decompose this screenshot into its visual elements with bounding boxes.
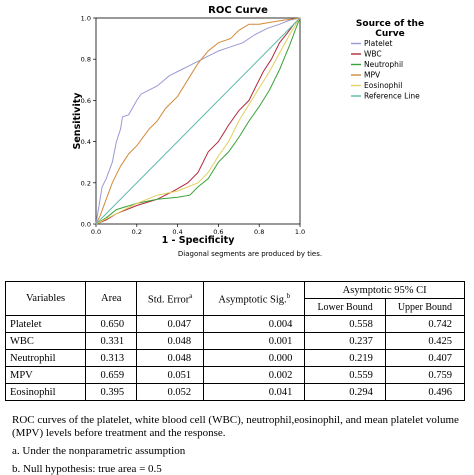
header-asym-sig: Asymptotic Sig.b — [203, 281, 306, 316]
header-variables: Variables — [4, 281, 87, 316]
table-row: Platelet 0.650 0.047 0.004 0.558 0.742 — [4, 315, 466, 333]
header-std-error-sup: a — [189, 291, 193, 300]
cell-std-error: 0.048 — [136, 349, 205, 367]
table-row: MPV 0.659 0.051 0.002 0.559 0.759 — [4, 366, 466, 384]
cell-sig: 0.041 — [203, 383, 306, 401]
roc-chart-svg: ROC Curve 0.0 0.2 0.4 0.6 0.8 1.0 0.0 0.2 0.4 0.6… — [72, 5, 424, 258]
cell-upper-bound: 0.496 — [384, 383, 466, 401]
x-tick-label: 0.0 — [91, 228, 101, 236]
series-line-wbc — [95, 17, 301, 225]
legend-label-mpv: MPV — [364, 71, 381, 80]
cell-lower-bound: 0.558 — [304, 315, 386, 333]
cell-area: 0.313 — [85, 349, 138, 367]
cell-area: 0.659 — [85, 366, 138, 384]
cell-std-error: 0.047 — [136, 315, 205, 333]
cell-lower-bound: 0.559 — [304, 366, 386, 384]
table-body: Platelet 0.650 0.047 0.004 0.558 0.742 WBC 0.33… — [4, 315, 466, 401]
caption-note-a: a. Under the nonparametric assumption — [12, 445, 186, 457]
legend-label-reference-line: Reference Line — [364, 92, 420, 101]
series-line-eosinophil — [95, 17, 301, 225]
cell-lower-bound: 0.219 — [304, 349, 386, 367]
cell-upper-bound: 0.425 — [384, 332, 466, 350]
ticks-layer: 0.0 0.2 0.4 0.6 0.8 1.0 0.0 0.2 0.4 0.6 0.8 1.0 — [81, 15, 306, 237]
cell-std-error: 0.051 — [136, 366, 205, 384]
chart-title: ROC Curve — [208, 5, 268, 16]
header-std-error-text: Std. Error — [147, 294, 190, 306]
cell-variable: WBC — [4, 332, 87, 350]
table-row: Eosinophil 0.395 0.052 0.041 0.294 0.496 — [4, 383, 466, 401]
y-tick-label: 1.0 — [81, 15, 91, 23]
cell-variable: Neutrophil — [4, 349, 87, 367]
cell-lower-bound: 0.237 — [304, 332, 386, 350]
figure-caption: ROC curves of the platelet, white blood … — [12, 414, 462, 475]
legend-label-eosinophil: Eosinophil — [364, 81, 402, 90]
cell-sig: 0.000 — [203, 349, 306, 367]
cell-upper-bound: 0.742 — [384, 315, 466, 333]
x-axis-label: 1 - Specificity — [162, 235, 236, 246]
legend-label-wbc: WBC — [364, 50, 382, 59]
header-lower-bound: Lower Bound — [304, 298, 386, 316]
header-area: Area — [85, 281, 138, 316]
legend-label-platelet: Platelet — [364, 39, 392, 48]
caption-note-b: b. Null hypothesis: true area = 0.5 — [12, 463, 162, 475]
header-std-error: Std. Errora — [136, 281, 205, 316]
y-tick-label: 0.6 — [81, 97, 91, 105]
x-tick-label: 1.0 — [295, 228, 305, 236]
legend: Source of the Curve Platelet WBCNeutrophi… — [351, 19, 424, 101]
header-asym-sig-text: Asymptotic Sig. — [218, 294, 287, 306]
y-tick-label: 0.4 — [81, 138, 91, 146]
table-header-row: Variables Area Std. Errora Asymptotic Si… — [4, 281, 465, 316]
series-line-mpv — [95, 17, 301, 225]
cell-variable: MPV — [4, 366, 87, 384]
series-line-reference-line — [95, 17, 301, 225]
chart-footnote: Diagonal segments are produced by ties. — [178, 250, 322, 258]
x-tick-label: 0.6 — [213, 228, 223, 236]
auc-table: Variables Area Std. Errora Asymptotic Si… — [4, 281, 466, 401]
legend-title-line2: Curve — [375, 29, 404, 39]
caption-text: ROC curves of the platelet, white blood … — [12, 414, 459, 439]
x-tick-label: 0.2 — [132, 228, 142, 236]
cell-area: 0.331 — [85, 332, 138, 350]
y-tick-label: 0.2 — [81, 179, 91, 187]
header-upper-bound: Upper Bound — [384, 298, 466, 316]
cell-sig: 0.002 — [203, 366, 306, 384]
cell-std-error: 0.048 — [136, 332, 205, 350]
series-line-platelet — [95, 17, 301, 225]
cell-variable: Platelet — [4, 315, 87, 333]
table-row: Neutrophil 0.313 0.048 0.000 0.219 0.407 — [4, 349, 466, 367]
y-axis-label: Sensitivity — [72, 92, 83, 150]
x-tick-label: 0.4 — [172, 228, 182, 236]
cell-variable: Eosinophil — [4, 383, 87, 401]
header-asym-sig-sup: b — [286, 292, 291, 301]
cell-area: 0.650 — [85, 315, 138, 333]
series-layer — [95, 17, 301, 225]
x-tick-label: 0.8 — [254, 228, 264, 236]
cell-upper-bound: 0.407 — [384, 349, 466, 367]
cell-sig: 0.001 — [203, 332, 306, 350]
legend-label-neutrophil: Neutrophil — [364, 60, 403, 69]
cell-area: 0.395 — [85, 383, 138, 401]
cell-upper-bound: 0.759 — [384, 366, 466, 384]
cell-lower-bound: 0.294 — [304, 383, 386, 401]
cell-std-error: 0.052 — [136, 383, 205, 401]
cell-sig: 0.004 — [203, 315, 306, 333]
table-row: WBC 0.331 0.048 0.001 0.237 0.425 — [4, 332, 466, 350]
roc-chart: ROC Curve 0.0 0.2 0.4 0.6 0.8 1.0 0.0 0.2 0.4 0.6… — [72, 5, 424, 258]
y-tick-label: 0.8 — [81, 56, 91, 64]
header-ci: Asymptotic 95% CI — [304, 281, 465, 299]
y-tick-label: 0.0 — [81, 221, 91, 229]
legend-title-line1: Source of the — [356, 19, 424, 29]
